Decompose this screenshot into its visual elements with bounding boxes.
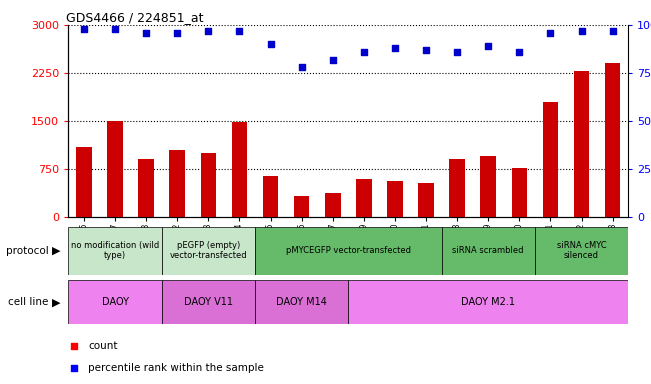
- Bar: [535, 227, 628, 275]
- Text: protocol: protocol: [6, 245, 52, 256]
- Bar: [441, 227, 535, 275]
- Bar: [76, 147, 92, 217]
- Point: [576, 28, 587, 34]
- Bar: [255, 227, 441, 275]
- Text: no modification (wild
type): no modification (wild type): [71, 241, 159, 260]
- Point: [546, 30, 556, 36]
- Point: [234, 28, 245, 34]
- Bar: [418, 183, 434, 217]
- Text: DAOY: DAOY: [102, 297, 128, 308]
- Bar: [574, 71, 589, 217]
- Point: [327, 56, 338, 63]
- Bar: [68, 280, 161, 324]
- Point: [69, 343, 79, 349]
- Point: [607, 28, 618, 34]
- Text: pMYCEGFP vector-transfected: pMYCEGFP vector-transfected: [286, 246, 411, 255]
- Text: ▶: ▶: [52, 297, 61, 308]
- Text: GDS4466 / 224851_at: GDS4466 / 224851_at: [66, 11, 203, 24]
- Bar: [201, 153, 216, 217]
- Text: percentile rank within the sample: percentile rank within the sample: [88, 363, 264, 373]
- Bar: [605, 63, 620, 217]
- Text: siRNA cMYC
silenced: siRNA cMYC silenced: [557, 241, 606, 260]
- Point: [69, 365, 79, 371]
- Bar: [139, 159, 154, 217]
- Point: [421, 47, 431, 53]
- Point: [203, 28, 214, 34]
- Text: count: count: [88, 341, 117, 351]
- Point: [79, 26, 89, 32]
- Bar: [294, 196, 309, 217]
- Point: [452, 49, 462, 55]
- Bar: [356, 179, 372, 217]
- Bar: [68, 227, 161, 275]
- Bar: [449, 159, 465, 217]
- Bar: [543, 102, 558, 217]
- Bar: [263, 176, 279, 217]
- Point: [172, 30, 182, 36]
- Bar: [255, 280, 348, 324]
- Bar: [512, 168, 527, 217]
- Bar: [480, 156, 496, 217]
- Point: [359, 49, 369, 55]
- Point: [296, 64, 307, 70]
- Bar: [161, 280, 255, 324]
- Bar: [348, 280, 628, 324]
- Text: DAOY V11: DAOY V11: [184, 297, 233, 308]
- Text: pEGFP (empty)
vector-transfected: pEGFP (empty) vector-transfected: [169, 241, 247, 260]
- Bar: [232, 122, 247, 217]
- Bar: [107, 121, 123, 217]
- Point: [483, 43, 493, 49]
- Point: [390, 45, 400, 51]
- Bar: [325, 193, 340, 217]
- Point: [141, 30, 151, 36]
- Point: [110, 26, 120, 32]
- Point: [514, 49, 525, 55]
- Text: DAOY M2.1: DAOY M2.1: [462, 297, 515, 308]
- Text: siRNA scrambled: siRNA scrambled: [452, 246, 524, 255]
- Text: DAOY M14: DAOY M14: [276, 297, 327, 308]
- Bar: [161, 227, 255, 275]
- Text: cell line: cell line: [8, 297, 52, 308]
- Bar: [387, 181, 403, 217]
- Bar: [169, 150, 185, 217]
- Point: [266, 41, 276, 47]
- Text: ▶: ▶: [52, 245, 61, 256]
